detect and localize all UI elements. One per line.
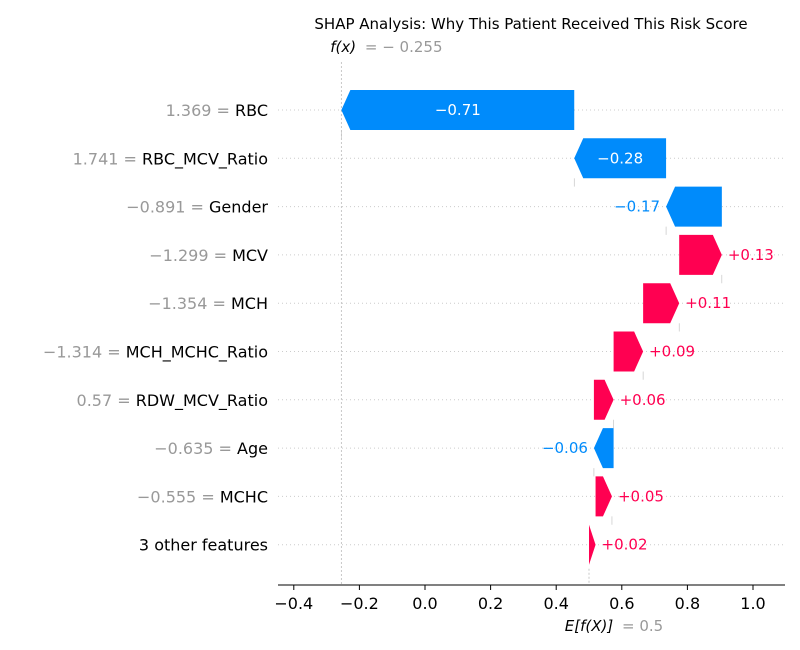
feature-value: 0.57 =: [77, 391, 136, 410]
feature-name: RBC: [235, 101, 268, 120]
shap-bar: [595, 476, 612, 517]
feature-value: −0.555 =: [137, 487, 220, 506]
feature-name: RBC_MCV_Ratio: [142, 149, 268, 169]
shap-bar: [613, 331, 644, 372]
fx-annotation: f(x) = − 0.255: [330, 38, 442, 56]
feature-labels: 1.369 = RBC 1.741 = RBC_MCV_Ratio −0.891 =…: [43, 101, 268, 555]
bar-value-label: −0.71: [435, 101, 481, 119]
feature-label: −0.891 = Gender: [126, 198, 268, 217]
bar-value-label: +0.09: [649, 343, 695, 361]
feature-value: 1.369 =: [166, 101, 235, 120]
shap-bar: [593, 379, 614, 420]
fx-symbol: f(x): [330, 38, 356, 56]
shap-bar: [574, 138, 667, 179]
feature-label: 3 other features: [139, 536, 268, 555]
x-tick-label: 0.6: [609, 594, 634, 613]
base-value-value: = 0.5: [622, 617, 663, 635]
feature-value: −0.891 =: [126, 198, 209, 217]
shap-bar: [341, 90, 575, 130]
shap-bar: [666, 186, 722, 227]
x-tick-label: −0.4: [274, 594, 313, 613]
reference-lines: [340, 62, 590, 585]
base-value-annotation: E[f(X)] = 0.5: [565, 617, 663, 635]
feature-name: 3 other features: [139, 536, 268, 555]
feature-value: −1.299 =: [149, 246, 232, 265]
bar-value-label: −0.06: [542, 439, 588, 457]
feature-value: −1.314 =: [43, 343, 126, 362]
chart-title: SHAP Analysis: Why This Patient Received…: [314, 15, 747, 33]
bar-value-label: −0.17: [614, 198, 660, 216]
bars: −0.71 −0.28 −0.17 +0.13 +0.11 +0.09 +0.06 −0.06…: [341, 90, 774, 565]
bar-value-label: +0.13: [728, 246, 774, 264]
x-tick-label: 0.8: [675, 594, 700, 613]
bar-value-label: +0.11: [685, 294, 731, 312]
feature-label: 0.57 = RDW_MCV_Ratio: [77, 391, 268, 411]
feature-label: −1.354 = MCH: [148, 294, 268, 313]
bar-value-label: −0.28: [597, 149, 643, 167]
feature-label: −1.299 = MCV: [149, 246, 268, 265]
feature-name: Gender: [209, 198, 268, 217]
x-axis: −0.4 −0.2 0.0 0.2 0.4 0.6 0.8 1.0: [274, 584, 785, 613]
feature-label: −0.635 = Age: [154, 439, 268, 458]
x-tick-label: 0.0: [412, 594, 437, 613]
feature-value: −1.354 =: [148, 294, 231, 313]
x-tick-label: 0.2: [478, 594, 503, 613]
fx-value: = − 0.255: [365, 38, 443, 56]
feature-value: 1.741 =: [73, 149, 142, 168]
feature-value: −0.635 =: [154, 439, 237, 458]
bar-value-label: +0.06: [620, 391, 666, 409]
gridlines: [278, 109, 785, 546]
bar-value-label: +0.02: [602, 536, 648, 554]
shap-bar: [593, 428, 614, 469]
feature-label: −0.555 = MCHC: [137, 487, 268, 506]
feature-name: MCH_MCHC_Ratio: [126, 343, 268, 363]
bar-value-label: +0.05: [618, 487, 664, 505]
feature-label: −1.314 = MCH_MCHC_Ratio: [43, 343, 268, 363]
shap-bar: [589, 524, 596, 565]
feature-name: MCV: [232, 246, 268, 265]
x-tick-label: −0.2: [340, 594, 379, 613]
x-tick-label: 0.4: [543, 594, 568, 613]
shap-bar: [643, 283, 680, 324]
feature-name: Age: [237, 439, 268, 458]
base-value-symbol: E[f(X)]: [565, 617, 614, 635]
x-tick-label: 1.0: [740, 594, 765, 613]
feature-name: RDW_MCV_Ratio: [136, 391, 268, 411]
feature-name: MCH: [231, 294, 268, 313]
feature-name: MCHC: [220, 487, 268, 506]
feature-label: 1.369 = RBC: [166, 101, 268, 120]
feature-label: 1.741 = RBC_MCV_Ratio: [73, 149, 268, 169]
shap-bar: [679, 234, 722, 275]
